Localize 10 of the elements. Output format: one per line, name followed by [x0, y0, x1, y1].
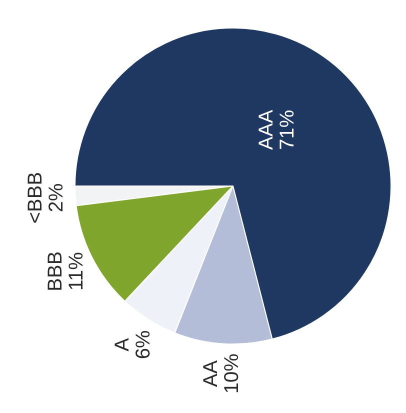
data-label: 2% [45, 183, 68, 212]
slice-label: AA [200, 360, 222, 387]
data-label: 6% [132, 330, 154, 360]
slice-label: BBB [44, 251, 66, 292]
data-label: 10% [221, 353, 244, 394]
data-label: 71% [276, 110, 299, 150]
slice-label: <BBB [24, 172, 46, 224]
slice-label: A [111, 337, 134, 352]
data-label: 11% [65, 252, 88, 291]
slice-label: AAA [256, 109, 278, 150]
